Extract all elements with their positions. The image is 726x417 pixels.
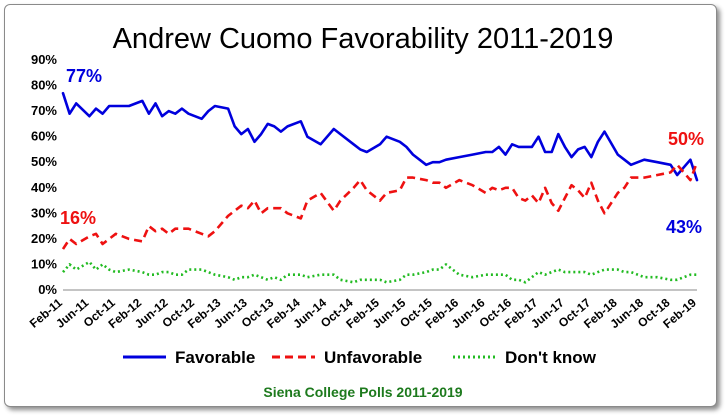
annotation-label: 43% <box>666 217 702 237</box>
series-layer <box>61 91 699 284</box>
series-line-unfavorable <box>61 161 699 250</box>
y-tick-label: 20% <box>31 231 57 246</box>
legend: Favorable Unfavorable Don't know <box>123 348 597 367</box>
y-tick-label: 80% <box>31 78 57 93</box>
annotation-label: 50% <box>668 129 704 149</box>
chart-title: Andrew Cuomo Favorability 2011-2019 <box>113 23 614 55</box>
legend-label-favorable: Favorable <box>175 348 255 367</box>
series-line-don-t-know <box>62 260 697 284</box>
x-axis: Feb-11Jun-11Oct-11Feb-12Jun-12Oct-12Feb-… <box>27 289 699 331</box>
y-tick-label: 0% <box>38 282 57 297</box>
legend-label-unfavorable: Unfavorable <box>324 348 422 367</box>
y-tick-label: 70% <box>31 103 57 118</box>
y-tick-label: 40% <box>31 180 57 195</box>
chart-frame <box>4 4 717 407</box>
y-tick-label: 90% <box>31 52 57 67</box>
annotation-label: 77% <box>66 66 102 86</box>
legend-label-dont-know: Don't know <box>505 348 597 367</box>
annotation-layer: 77% 16% 50% 43% <box>60 66 704 237</box>
y-tick-label: 10% <box>31 256 57 271</box>
y-axis: 0% 10% 20% 30% 40% 50% 60% 70% 80% 90% <box>31 52 57 297</box>
source-label: Siena College Polls 2011-2019 <box>263 384 462 400</box>
y-tick-label: 30% <box>31 205 57 220</box>
annotation-label: 16% <box>60 208 96 228</box>
series-line-favorable <box>61 91 699 182</box>
y-tick-label: 60% <box>31 129 57 144</box>
y-tick-label: 50% <box>31 154 57 169</box>
